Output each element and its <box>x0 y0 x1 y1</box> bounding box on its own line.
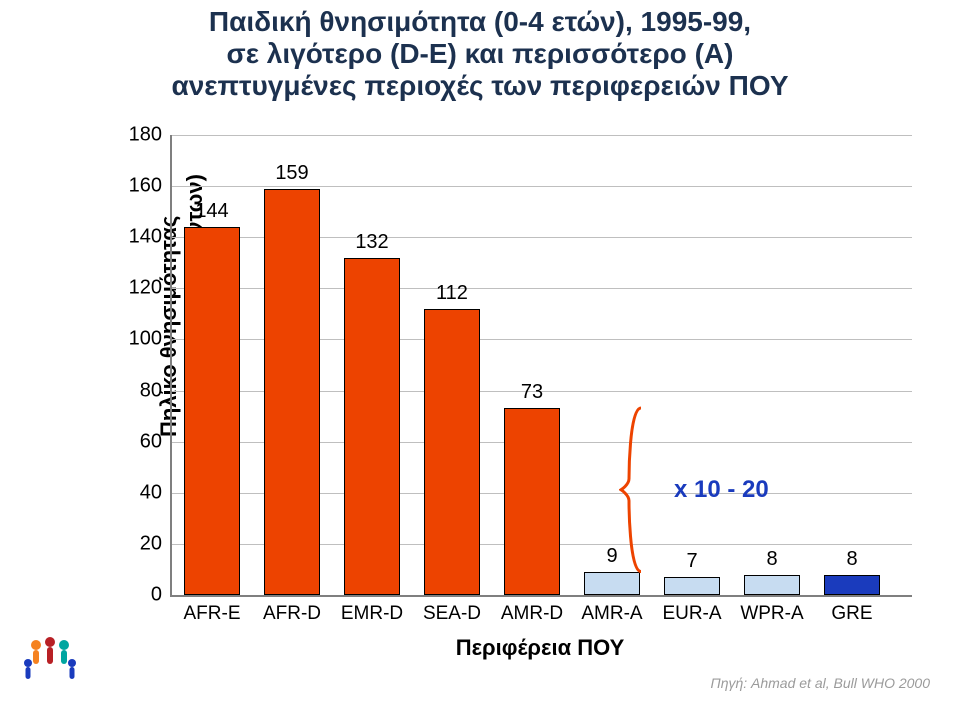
y-tick-label: 40 <box>112 481 162 504</box>
logo-icon <box>20 633 84 683</box>
x-tick-label: AMR-A <box>567 603 657 625</box>
bar <box>664 577 720 595</box>
y-tick-label: 80 <box>112 379 162 402</box>
bar-value-label: 132 <box>332 231 412 254</box>
x-tick-label: EMR-D <box>327 603 417 625</box>
y-tick-label: 120 <box>112 277 162 300</box>
slide: Παιδική θνησιμότητα (0-4 ετών), 1995-99,… <box>0 0 960 701</box>
x-tick-label: EUR-A <box>647 603 737 625</box>
bar-value-label: 159 <box>252 162 332 185</box>
gridline <box>172 186 912 187</box>
title-line-2: σε λιγότερο (D-E) και περισσότερο (A) <box>227 38 734 69</box>
y-tick-label: 0 <box>112 584 162 607</box>
source-citation: Πηγή: Ahmad et al, Bull WHO 2000 <box>711 675 930 691</box>
bar <box>504 408 560 595</box>
y-tick-label: 180 <box>112 124 162 147</box>
bar-value-label: 8 <box>812 548 892 571</box>
x-tick-label: WPR-A <box>727 603 817 625</box>
annotation-text: x 10 - 20 <box>674 476 769 504</box>
y-tick-label: 100 <box>112 328 162 351</box>
bar <box>264 189 320 595</box>
plot-area: 020406080100120140160180144AFR-E159AFR-D… <box>170 135 912 597</box>
x-tick-label: AFR-D <box>247 603 337 625</box>
bar-value-label: 7 <box>652 550 732 573</box>
bar-value-label: 112 <box>412 282 492 305</box>
y-tick-label: 140 <box>112 226 162 249</box>
y-tick-label: 160 <box>112 175 162 198</box>
bar <box>824 575 880 595</box>
bar <box>744 575 800 595</box>
x-tick-label: AMR-D <box>487 603 577 625</box>
gridline <box>172 135 912 136</box>
y-tick-label: 20 <box>112 532 162 555</box>
title-line-3: ανεπτυγμένες περιοχές των περιφερειών ΠΟ… <box>171 70 788 101</box>
x-tick-label: SEA-D <box>407 603 497 625</box>
brace-icon <box>619 403 649 577</box>
x-axis-title: Περιφέρεια ΠΟΥ <box>170 635 910 661</box>
bar <box>184 227 240 595</box>
y-tick-label: 60 <box>112 430 162 453</box>
bar-value-label: 144 <box>172 200 252 223</box>
x-tick-label: AFR-E <box>167 603 257 625</box>
x-tick-label: GRE <box>807 603 897 625</box>
bar <box>424 309 480 595</box>
bar <box>344 258 400 595</box>
bar-value-label: 8 <box>732 548 812 571</box>
title-line-1: Παιδική θνησιμότητα (0-4 ετών), 1995-99, <box>209 6 751 37</box>
chart-title: Παιδική θνησιμότητα (0-4 ετών), 1995-99,… <box>0 6 960 103</box>
bar-value-label: 73 <box>492 381 572 404</box>
